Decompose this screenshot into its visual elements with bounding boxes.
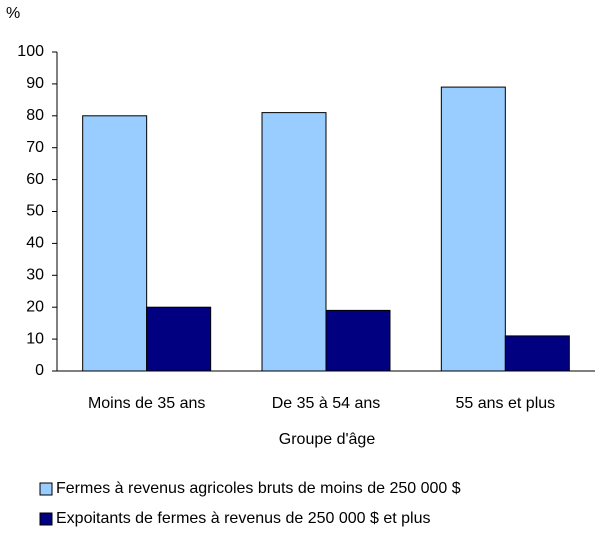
y-tick-label: 80	[26, 107, 44, 124]
bar	[504, 335, 570, 372]
bar	[82, 115, 148, 372]
x-tick-label: De 35 à 54 ans	[272, 395, 381, 412]
y-tick-label: 40	[26, 235, 44, 252]
y-tick-label: 60	[26, 171, 44, 188]
x-tick-label: 55 ans et plus	[456, 395, 556, 412]
y-tick-label: 90	[26, 75, 44, 92]
y-tick-label: 70	[26, 139, 44, 156]
y-tick-label: 100	[17, 43, 44, 60]
bar	[325, 309, 391, 372]
legend-label: Fermes à revenus agricoles bruts de moin…	[56, 480, 461, 497]
y-tick-label: 20	[26, 298, 44, 315]
bar	[440, 86, 506, 372]
bar	[146, 306, 212, 372]
legend-label: Expoitants de fermes à revenus de 250 00…	[56, 510, 430, 527]
y-tick-label: 30	[26, 267, 44, 284]
legend-swatch	[39, 512, 53, 526]
y-tick-label: 50	[26, 203, 44, 220]
y-tick-label: 10	[26, 330, 44, 347]
y-tick-label: 0	[35, 362, 44, 379]
legend-swatch	[39, 482, 53, 496]
x-axis-label: Groupe d'âge	[279, 431, 376, 448]
x-tick-label: Moins de 35 ans	[88, 395, 205, 412]
bar	[261, 112, 327, 372]
y-axis-label: %	[6, 5, 20, 22]
